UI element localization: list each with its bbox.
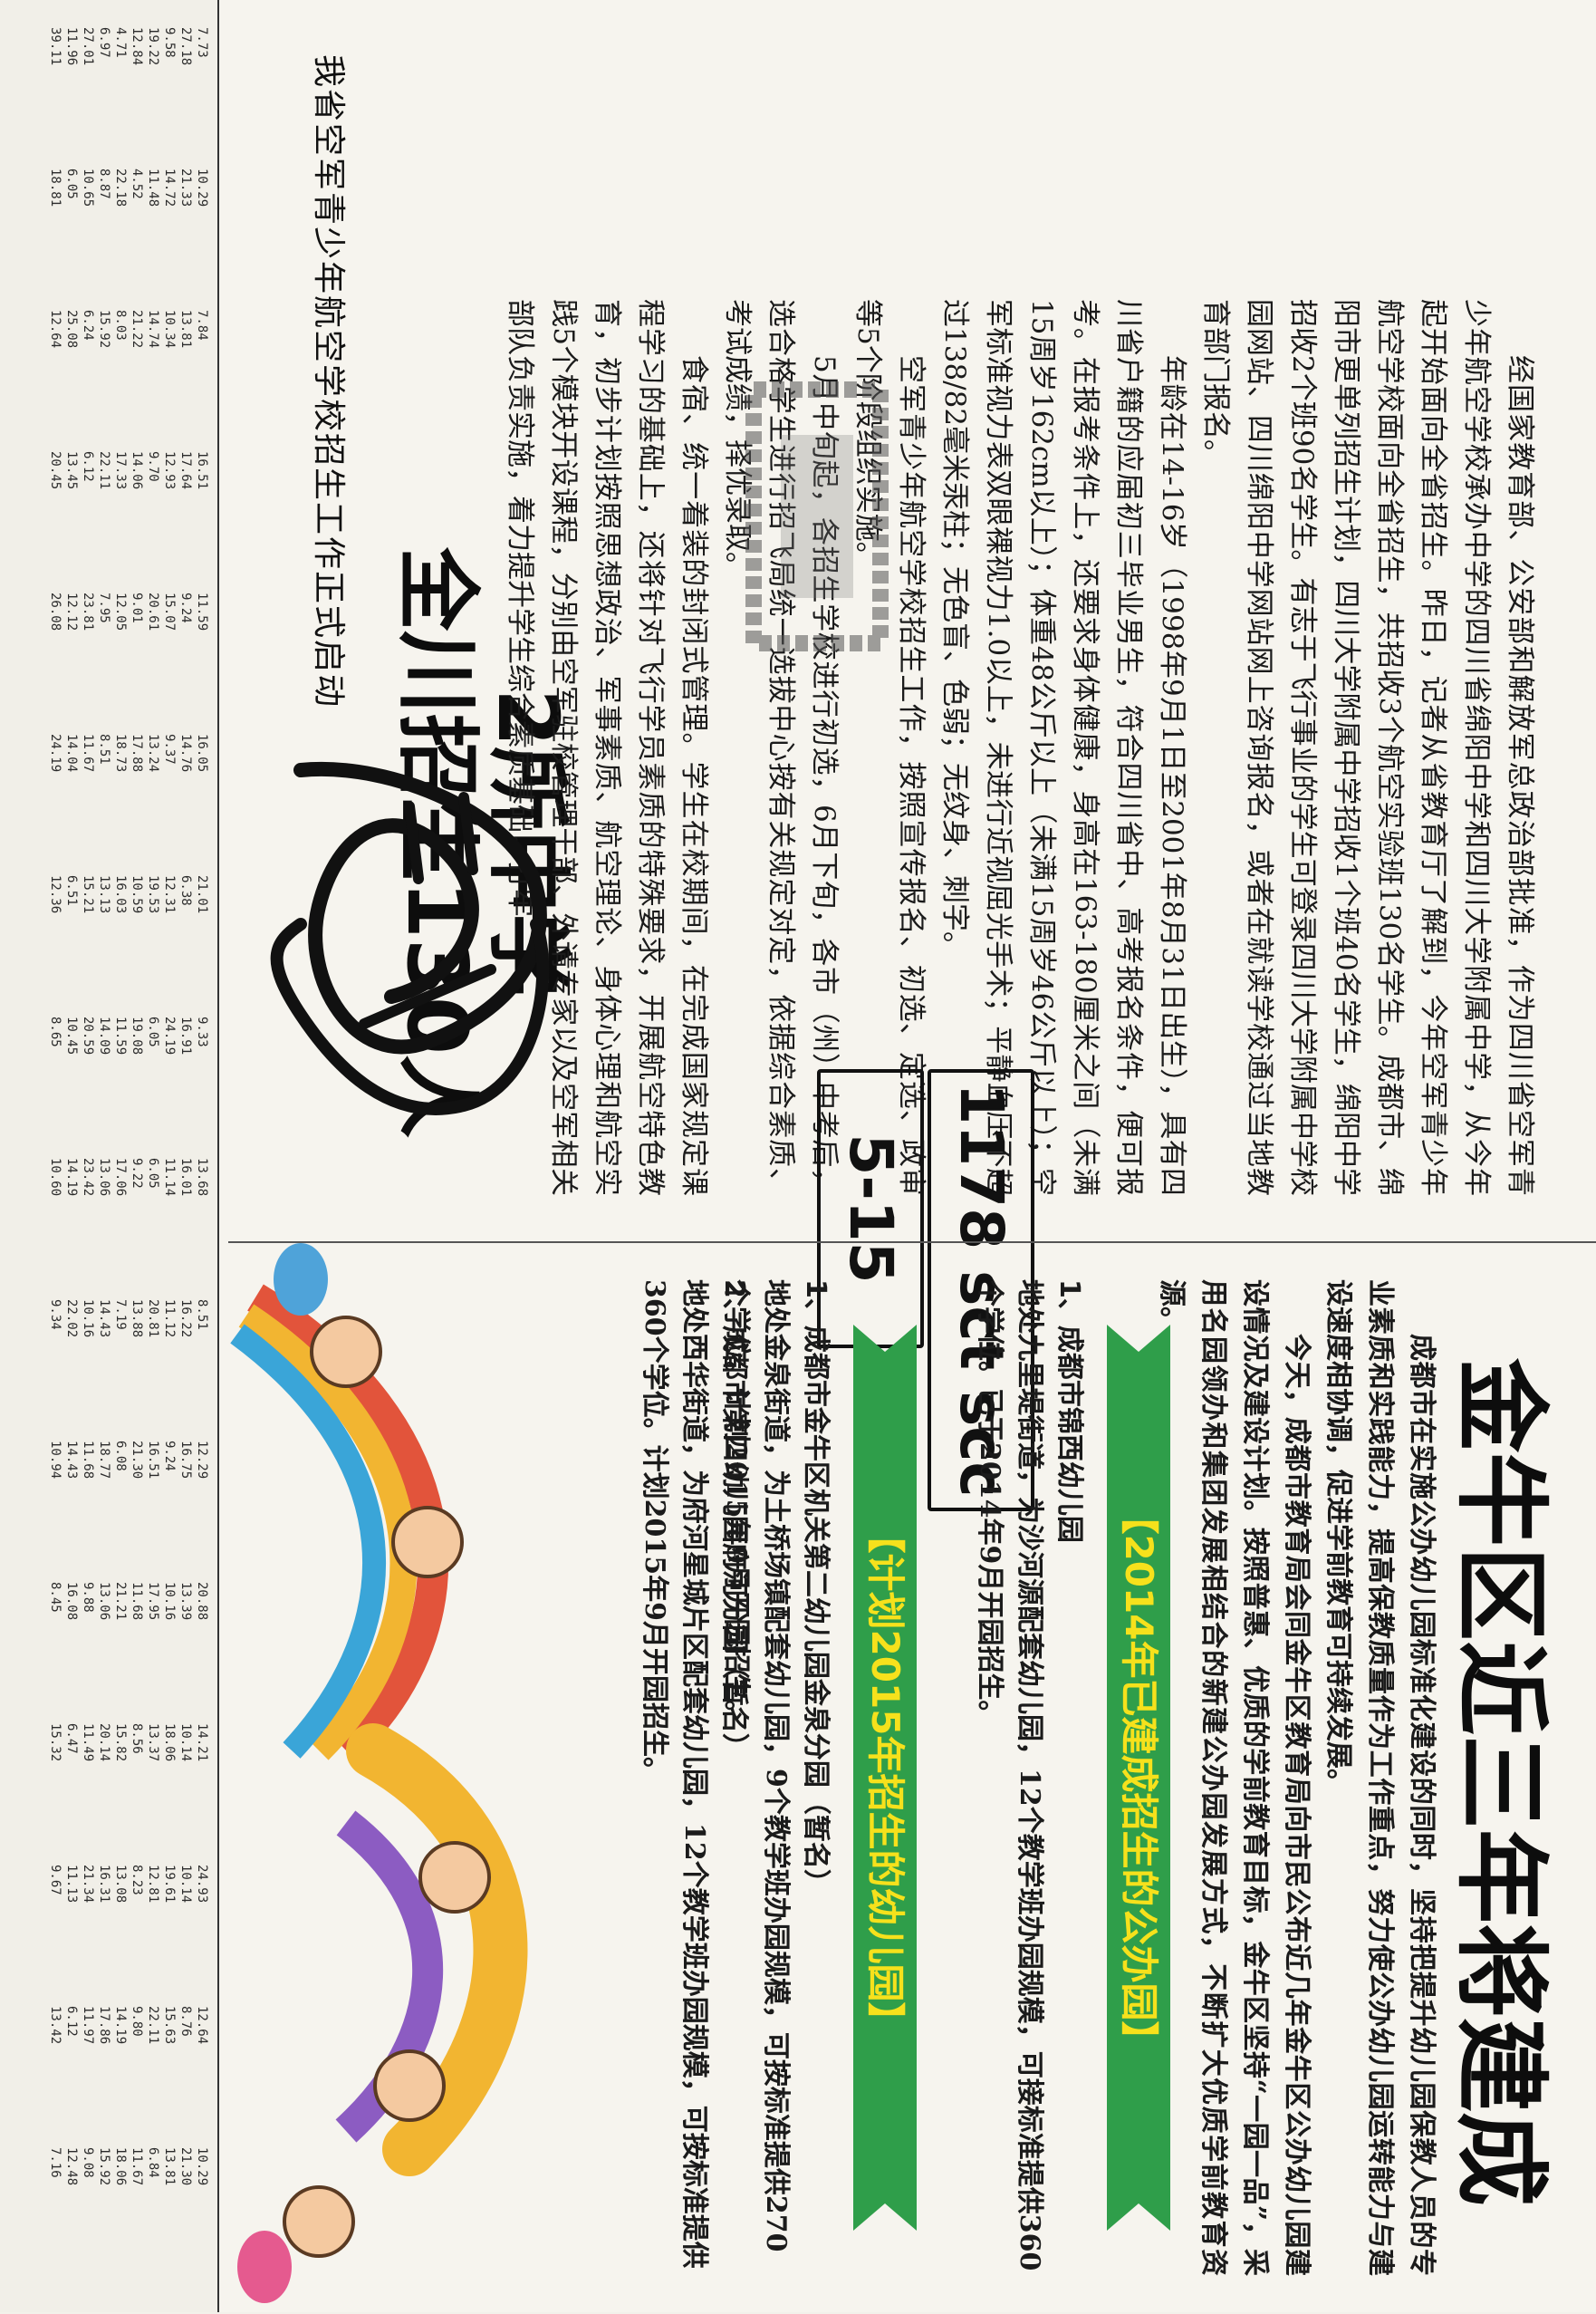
children-musicians-illustration-icon xyxy=(230,1243,528,2303)
kindergarten-name: 1、成都市金牛区机关第二幼儿园金泉分园（暂名） xyxy=(800,1279,832,1896)
table-column: 24.93 10.14 19.61 12.81 8.23 13.08 16.31… xyxy=(48,1865,209,1904)
table-column: 7.73 27.18 9.58 19.22 12.84 4.71 6.97 27… xyxy=(48,27,209,66)
kindergarten-entry: 1、成都市锦西幼儿园 地处九里堤街道，为沙河源配套幼儿园，12个教学班办园规模，… xyxy=(969,1279,1089,2276)
table-column: 12.64 8.76 15.63 22.11 9.80 14.19 17.86 … xyxy=(48,2006,209,2045)
stock-table-strip: 7.73 27.18 9.58 19.22 12.84 4.71 6.97 27… xyxy=(0,0,219,2312)
table-column: 13.68 16.01 11.14 6.05 9.22 17.06 13.06 … xyxy=(48,1158,209,1197)
article-kindergartens: 金牛区近三年将建成 成都市在实施公办幼儿园标准化建设的同时，坚持把提升幼儿园保教… xyxy=(228,1241,1596,2314)
table-column: 12.29 16.75 9.24 16.51 21.30 6.08 18.77 … xyxy=(48,1441,209,1480)
table-column: 9.33 16.91 24.19 6.05 19.08 11.59 14.09 … xyxy=(48,1017,209,1056)
article2-intro-paragraph: 成都市在实施公办幼儿园标准化建设的同时，坚持把提升幼儿园保教人员的专业素质和实践… xyxy=(1322,1279,1437,2276)
kindergarten-description: 地处九里堤街道，为沙河源配套幼儿园，12个教学班办园规模，可接标准提供360个学… xyxy=(974,1279,1045,2271)
ink-smudge-icon xyxy=(745,381,889,651)
banner-2015-planned-kindergartens: 【计划2015年招生的幼儿园】 xyxy=(853,1325,917,2231)
table-column: 20.88 13.39 10.16 17.95 11.68 21.21 13.0… xyxy=(48,1582,209,1621)
article2-headline: 金牛区近三年将建成 xyxy=(1446,1357,1556,2206)
article-aviation-school: 我省空军青少年航空学校招生工作正式启动 2所中学 全川招生130人 经国家教育部… xyxy=(228,0,1596,1511)
table-column: 10.29 21.30 13.81 6.84 11.67 18.06 15.92… xyxy=(48,2147,209,2186)
table-column: 21.01 6.38 12.31 19.53 10.59 16.03 13.13… xyxy=(48,875,209,914)
table-column: 16.05 14.76 9.37 13.24 17.88 18.73 8.51 … xyxy=(48,734,209,773)
kindergarten-name: 2、成都市第四幼儿园府河分园（暂名） xyxy=(718,1279,750,1760)
article2-intro-paragraph: 今天，成都市教育局会同金牛区教育局向市民公布近几年金牛区公办幼儿园建设情况及建设… xyxy=(1156,1279,1312,2276)
kindergarten-name: 1、成都市锦西幼儿园 xyxy=(1053,1279,1085,1543)
table-column: 10.29 21.33 14.72 11.48 4.52 22.18 8.87 … xyxy=(48,169,209,207)
kindergarten-entry: 2、成都市第四幼儿园府河分园（暂名） 地处西华街道，为府河星城片区配套幼儿园，1… xyxy=(634,1279,754,2276)
table-column: 16.51 17.64 12.93 9.70 14.06 17.33 22.11… xyxy=(48,451,209,490)
article2-intro: 成都市在实施公办幼儿园标准化建设的同时，坚持把提升幼儿园保教人员的专业素质和实践… xyxy=(1150,1279,1442,2276)
banner-2014-public-kindergartens: 【2014年已建成招生的公办园】 xyxy=(1107,1325,1170,2231)
handwriting-scribble-icon xyxy=(270,761,550,1115)
table-column: 14.21 10.14 18.06 13.37 8.56 15.82 20.14… xyxy=(48,1723,209,1762)
table-column: 8.51 16.22 11.12 20.81 13.88 7.19 14.43 … xyxy=(48,1299,209,1338)
article1-paragraph: 年龄在14-16岁（1998年9月1日至2001年8月31日出生），具有四川省户… xyxy=(938,299,1188,1196)
kindergarten-description: 地处西华街道，为府河星城片区配套幼儿园，12个教学班办园规模，可按标准提供360… xyxy=(639,1279,710,2269)
table-column: 7.84 13.81 10.34 14.74 21.22 8.03 15.92 … xyxy=(48,310,209,349)
table-column: 11.59 9.24 15.07 20.61 9.01 12.05 7.95 2… xyxy=(48,593,209,632)
article1-paragraph: 经国家教育部、公安部和解放军总政治部批准，作为四川省空军青少年航空学校承办中学的… xyxy=(1199,299,1536,1196)
